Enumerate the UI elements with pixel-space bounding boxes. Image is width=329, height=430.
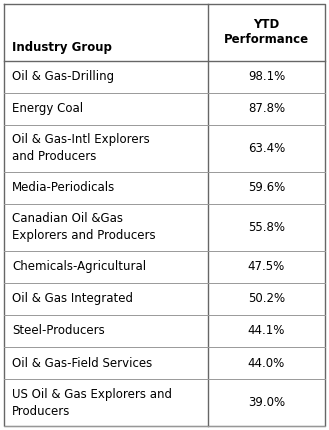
Text: Oil & Gas-Field Services: Oil & Gas-Field Services: [12, 356, 152, 370]
Text: YTD
Performance: YTD Performance: [224, 18, 309, 46]
Text: 44.0%: 44.0%: [248, 356, 285, 370]
Text: 55.8%: 55.8%: [248, 221, 285, 233]
Text: 47.5%: 47.5%: [248, 260, 285, 273]
Text: 98.1%: 98.1%: [248, 70, 285, 83]
Text: Canadian Oil &Gas
Explorers and Producers: Canadian Oil &Gas Explorers and Producer…: [12, 212, 156, 242]
Text: 63.4%: 63.4%: [248, 142, 285, 155]
Text: 59.6%: 59.6%: [248, 181, 285, 194]
Text: Energy Coal: Energy Coal: [12, 102, 83, 115]
Text: Oil & Gas Integrated: Oil & Gas Integrated: [12, 292, 133, 305]
Text: 39.0%: 39.0%: [248, 396, 285, 409]
Text: 50.2%: 50.2%: [248, 292, 285, 305]
Text: 44.1%: 44.1%: [248, 325, 285, 338]
Text: US Oil & Gas Explorers and
Producers: US Oil & Gas Explorers and Producers: [12, 387, 172, 418]
Text: Chemicals-Agricultural: Chemicals-Agricultural: [12, 260, 146, 273]
Text: Oil & Gas-Intl Explorers
and Producers: Oil & Gas-Intl Explorers and Producers: [12, 133, 150, 163]
Text: Industry Group: Industry Group: [12, 40, 112, 53]
Text: 87.8%: 87.8%: [248, 102, 285, 115]
Text: Media-Periodicals: Media-Periodicals: [12, 181, 115, 194]
Text: Oil & Gas-Drilling: Oil & Gas-Drilling: [12, 70, 114, 83]
Text: Steel-Producers: Steel-Producers: [12, 325, 105, 338]
